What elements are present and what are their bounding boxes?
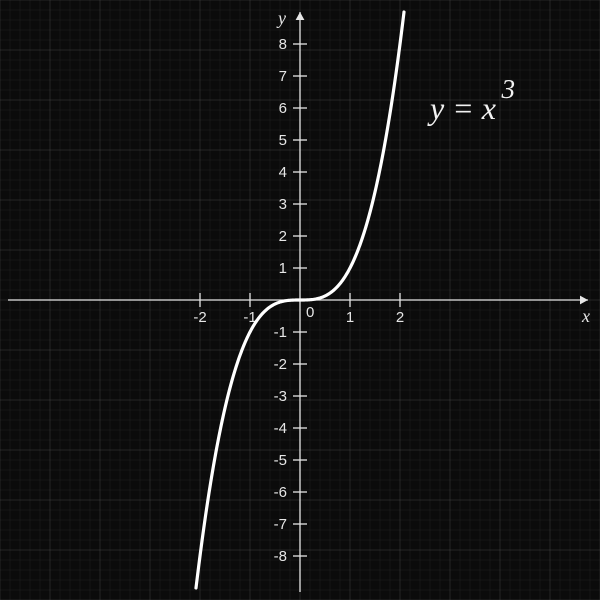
y-tick-label: 6: [279, 100, 287, 117]
y-tick-label: -8: [274, 548, 287, 565]
y-tick-label: -4: [274, 420, 287, 437]
x-tick-label: 2: [396, 309, 404, 326]
y-tick-label: -3: [274, 388, 287, 405]
y-tick-label: -7: [274, 516, 287, 533]
y-tick-label: 3: [279, 196, 287, 213]
y-tick-label: -1: [274, 324, 287, 341]
y-tick-label: 1: [279, 260, 287, 277]
x-axis-label: x: [581, 306, 590, 326]
origin-label: 0: [306, 304, 314, 321]
x-tick-label: 1: [346, 309, 354, 326]
y-axis-label: y: [276, 8, 286, 28]
y-tick-label: 8: [279, 36, 287, 53]
equation-label: y = x 3: [430, 90, 496, 127]
y-tick-label: 7: [279, 68, 287, 85]
y-tick-label: -5: [274, 452, 287, 469]
y-tick-label: 2: [279, 228, 287, 245]
x-tick-label: -2: [193, 309, 206, 326]
y-tick-label: 4: [279, 164, 287, 181]
equation-superscript: 3: [501, 74, 515, 105]
y-tick-label: -6: [274, 484, 287, 501]
y-tick-label: 5: [279, 132, 287, 149]
y-tick-label: -2: [274, 356, 287, 373]
equation-base: y = x: [430, 90, 496, 126]
